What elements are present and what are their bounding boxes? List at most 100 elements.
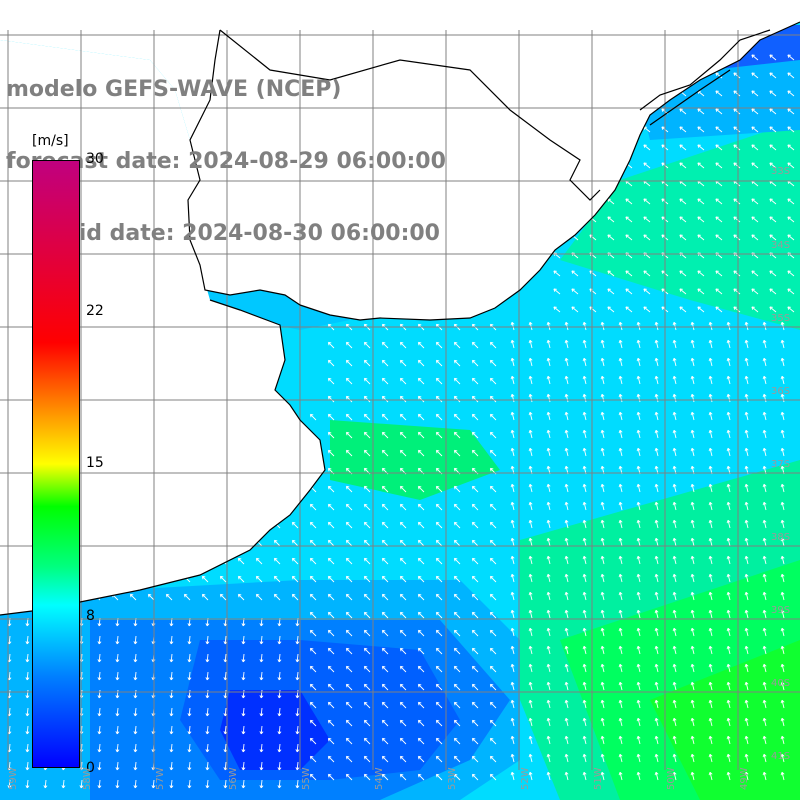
- wind-arrow: [690, 591, 695, 601]
- wind-arrow: [618, 609, 623, 619]
- wind-arrow: [733, 234, 741, 241]
- wind-arrow: [787, 144, 795, 151]
- wind-arrow: [654, 357, 659, 367]
- wind-arrow: [690, 339, 695, 349]
- wind-arrow: [744, 411, 749, 421]
- wind-arrow: [345, 359, 353, 367]
- wind-arrow: [255, 593, 263, 601]
- colorbar-tick-30: 30: [86, 151, 104, 167]
- wind-arrow: [726, 627, 731, 637]
- wind-arrow: [780, 573, 785, 583]
- wind-arrow: [582, 411, 587, 421]
- wind-arrow: [25, 671, 30, 681]
- wind-arrow: [726, 321, 731, 331]
- wind-arrow: [510, 771, 515, 781]
- wind-arrow: [489, 593, 497, 601]
- wind-arrow: [187, 761, 192, 771]
- wind-arrow: [546, 519, 551, 529]
- wind-arrow: [363, 629, 371, 637]
- wind-arrow: [600, 411, 605, 421]
- wind-arrow: [690, 501, 695, 511]
- wind-arrow: [600, 447, 605, 457]
- wind-arrow: [733, 126, 741, 133]
- wind-arrow: [708, 321, 713, 331]
- wind-arrow: [769, 216, 777, 223]
- wind-arrow: [582, 375, 587, 385]
- wind-arrow: [417, 737, 425, 745]
- wind-arrow: [564, 681, 569, 691]
- wind-arrow: [327, 485, 335, 493]
- wind-arrow: [582, 591, 587, 601]
- wind-arrow: [582, 501, 587, 511]
- wind-arrow: [708, 429, 713, 439]
- wind-arrow: [672, 753, 677, 763]
- wind-arrow: [690, 753, 695, 763]
- wind-arrow: [205, 761, 210, 771]
- wind-arrow: [762, 483, 767, 493]
- wind-arrow: [618, 573, 623, 583]
- wind-arrow: [679, 162, 687, 169]
- wind-arrow: [733, 162, 741, 169]
- wind-arrow: [708, 483, 713, 493]
- wind-arrow: [780, 339, 785, 349]
- wind-arrow: [417, 359, 425, 367]
- wind-arrow: [546, 609, 551, 619]
- wind-arrow: [510, 321, 515, 331]
- wind-arrow: [733, 90, 741, 97]
- wind-arrow: [435, 611, 443, 619]
- wind-arrow: [769, 198, 777, 205]
- wind-arrow: [205, 653, 210, 663]
- wind-arrow: [471, 539, 479, 547]
- wind-arrow: [363, 341, 371, 349]
- wind-arrow: [636, 663, 641, 673]
- wind-arrow: [672, 321, 677, 331]
- wind-arrow: [259, 671, 264, 681]
- lat-label: 37S: [771, 459, 791, 470]
- wind-arrow: [345, 611, 353, 619]
- wind-arrow: [471, 377, 479, 385]
- coastline: [0, 21, 800, 616]
- wind-arrow: [726, 771, 731, 781]
- wind-arrow: [636, 375, 641, 385]
- wind-arrow: [618, 771, 623, 781]
- wind-arrow: [708, 609, 713, 619]
- wind-arrow: [636, 393, 641, 403]
- wind-arrow: [309, 557, 317, 565]
- wind-arrow: [762, 537, 767, 547]
- lon-label: 52W: [520, 767, 531, 790]
- wind-arrow: [489, 683, 497, 691]
- wind-arrow: [546, 393, 551, 403]
- wind-arrow: [25, 725, 30, 735]
- wind-arrow: [564, 519, 569, 529]
- wind-arrow: [582, 609, 587, 619]
- wind-arrow: [417, 773, 425, 781]
- wind-arrow: [564, 717, 569, 727]
- wind-arrow: [435, 395, 443, 403]
- wind-arrow: [553, 288, 561, 295]
- wind-arrow: [618, 375, 623, 385]
- wind-arrow: [708, 645, 713, 655]
- wind-arrow: [129, 593, 137, 601]
- wind-arrow: [435, 593, 443, 601]
- wind-arrow: [780, 519, 785, 529]
- wind-arrow: [564, 699, 569, 709]
- wind-arrow: [672, 717, 677, 727]
- lon-label: 55W: [301, 767, 312, 790]
- wind-arrow: [133, 653, 138, 663]
- wind-arrow: [183, 593, 191, 601]
- wind-arrow: [309, 683, 317, 691]
- wind-arrow: [679, 144, 687, 151]
- wind-arrow: [769, 90, 777, 97]
- wind-arrow: [528, 411, 533, 421]
- wind-arrow: [187, 653, 192, 663]
- wind-arrow: [295, 743, 300, 753]
- wind-arrow: [510, 663, 515, 673]
- wind-arrow: [399, 629, 407, 637]
- wind-arrow: [762, 429, 767, 439]
- wind-arrow: [345, 593, 353, 601]
- wind-arrow: [453, 665, 461, 673]
- wind-arrow: [787, 108, 795, 115]
- wind-arrow: [625, 306, 633, 313]
- wind-arrow: [582, 699, 587, 709]
- wind-arrow: [636, 429, 641, 439]
